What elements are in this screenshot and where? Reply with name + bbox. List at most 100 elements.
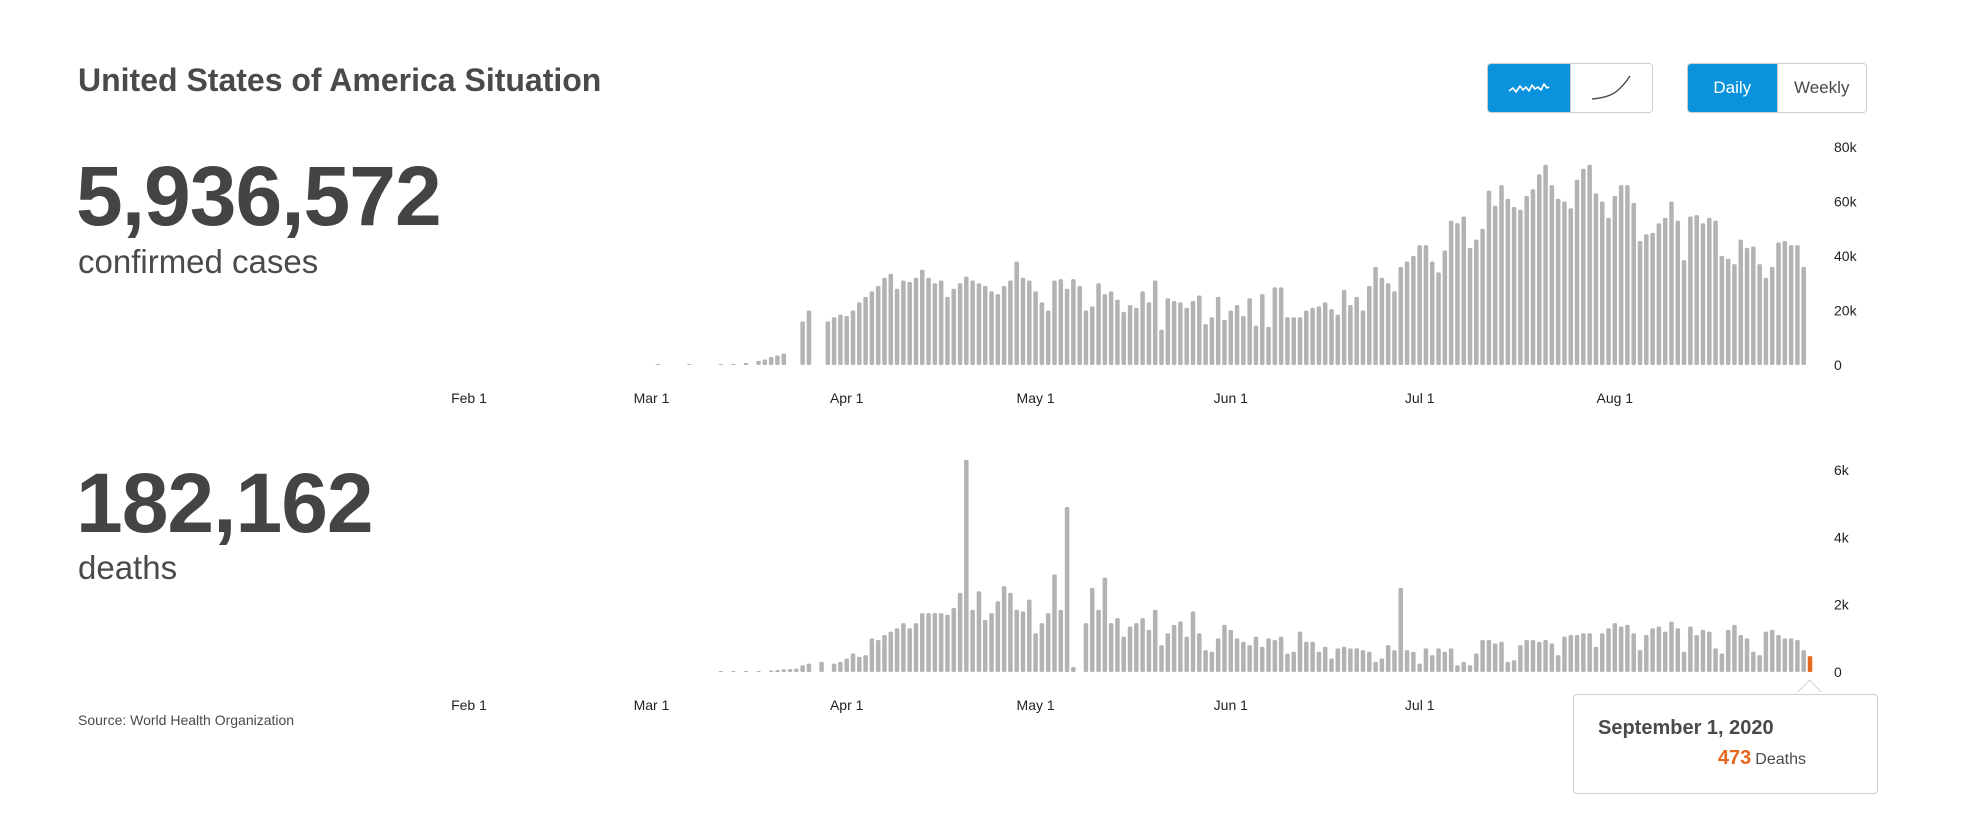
deaths-bar[interactable] xyxy=(1171,624,1177,672)
confirmed-cases-bar[interactable] xyxy=(1367,285,1372,365)
confirmed-cases-bar[interactable] xyxy=(1486,190,1492,365)
deaths-bar[interactable] xyxy=(932,613,938,672)
confirmed-cases-bar[interactable] xyxy=(743,362,749,365)
confirmed-cases-bar[interactable] xyxy=(1562,201,1567,366)
deaths-bar[interactable] xyxy=(1537,641,1542,672)
deaths-bar[interactable] xyxy=(1549,643,1555,672)
deaths-bar[interactable] xyxy=(1285,653,1290,672)
confirmed-cases-bar[interactable] xyxy=(1316,306,1322,365)
deaths-bar[interactable] xyxy=(920,613,925,672)
deaths-bar[interactable] xyxy=(1071,666,1076,672)
confirmed-cases-bar[interactable] xyxy=(1681,260,1687,365)
deaths-bar[interactable] xyxy=(844,658,849,672)
confirmed-cases-bar[interactable] xyxy=(718,364,724,365)
confirmed-cases-bar[interactable] xyxy=(1341,290,1347,365)
confirmed-cases-bar[interactable] xyxy=(1335,314,1341,365)
confirmed-cases-bar[interactable] xyxy=(1165,298,1171,365)
confirmed-cases-bar[interactable] xyxy=(1537,174,1542,365)
confirmed-cases-bar[interactable] xyxy=(1688,216,1693,365)
deaths-bar[interactable] xyxy=(1373,661,1378,672)
confirmed-cases-bar[interactable] xyxy=(1285,317,1290,365)
deaths-bar[interactable] xyxy=(1656,626,1662,672)
deaths-bar[interactable] xyxy=(1448,648,1454,672)
confirmed-cases-bar[interactable] xyxy=(1631,202,1636,365)
confirmed-cases-bar[interactable] xyxy=(1008,280,1013,365)
deaths-bar[interactable] xyxy=(1222,624,1227,672)
confirmed-cases-bar[interactable] xyxy=(957,283,963,365)
deaths-bar[interactable] xyxy=(1442,651,1448,672)
deaths-bar[interactable] xyxy=(775,669,780,672)
deaths-bar[interactable] xyxy=(869,638,875,672)
cumulative-curve-button[interactable] xyxy=(1569,64,1652,112)
deaths-bar[interactable] xyxy=(1367,651,1372,672)
deaths-bar[interactable] xyxy=(1190,611,1196,672)
confirmed-cases-bar[interactable] xyxy=(1719,256,1725,365)
deaths-bar[interactable] xyxy=(1763,631,1769,672)
deaths-bar[interactable] xyxy=(787,668,793,672)
confirmed-cases-bar[interactable] xyxy=(926,277,931,365)
deaths-bar[interactable] xyxy=(1014,609,1019,672)
deaths-bar[interactable] xyxy=(957,592,963,672)
deaths-bar[interactable] xyxy=(1108,623,1114,672)
confirmed-cases-bar[interactable] xyxy=(1625,185,1630,365)
deaths-bar[interactable] xyxy=(888,631,894,672)
deaths-bar[interactable] xyxy=(1291,651,1296,672)
deaths-bar[interactable] xyxy=(1020,611,1026,672)
confirmed-cases-bar[interactable] xyxy=(1089,306,1095,365)
deaths-bar[interactable] xyxy=(1688,626,1693,672)
deaths-bar[interactable] xyxy=(1694,634,1699,672)
deaths-bar[interactable] xyxy=(1719,653,1725,672)
confirmed-cases-bar[interactable] xyxy=(1751,246,1756,365)
confirmed-cases-bar[interactable] xyxy=(995,294,1001,365)
confirmed-cases-bar[interactable] xyxy=(1606,217,1611,365)
deaths-bar[interactable] xyxy=(1379,658,1385,672)
confirmed-cases-bar[interactable] xyxy=(1310,307,1315,365)
deaths-bar[interactable] xyxy=(1662,631,1668,672)
confirmed-cases-bar[interactable] xyxy=(938,280,944,365)
confirmed-cases-bar[interactable] xyxy=(970,280,975,365)
confirmed-cases-bar[interactable] xyxy=(1222,320,1227,365)
confirmed-cases-bar[interactable] xyxy=(1140,291,1145,365)
confirmed-cases-bar[interactable] xyxy=(1379,277,1385,365)
deaths-bar[interactable] xyxy=(995,601,1001,672)
confirmed-cases-bar[interactable] xyxy=(1417,245,1422,365)
deaths-bar[interactable] xyxy=(1675,628,1681,672)
confirmed-cases-bar[interactable] xyxy=(1675,220,1681,365)
deaths-bar[interactable] xyxy=(1146,629,1152,672)
confirmed-cases-bar[interactable] xyxy=(1071,279,1076,365)
deaths-bar[interactable] xyxy=(1027,599,1032,672)
confirmed-cases-bar[interactable] xyxy=(1197,295,1202,365)
confirmed-cases-bar[interactable] xyxy=(1178,302,1183,365)
confirmed-cases-bar[interactable] xyxy=(838,314,843,365)
confirmed-cases-bar[interactable] xyxy=(1215,296,1221,366)
deaths-bar[interactable] xyxy=(794,668,799,672)
deaths-bar[interactable] xyxy=(1165,633,1171,672)
confirmed-cases-bar[interactable] xyxy=(982,285,988,365)
deaths-bar[interactable] xyxy=(1058,609,1064,672)
confirmed-cases-bar[interactable] xyxy=(844,315,849,365)
deaths-bar[interactable] xyxy=(1045,613,1051,672)
deaths-bar[interactable] xyxy=(1121,636,1126,672)
confirmed-cases-bar[interactable] xyxy=(1738,239,1744,365)
confirmed-cases-bar[interactable] xyxy=(1266,326,1271,365)
confirmed-cases-bar[interactable] xyxy=(1461,216,1466,365)
deaths-bar[interactable] xyxy=(756,670,761,672)
deaths-bar[interactable] xyxy=(1732,624,1737,672)
deaths-bar[interactable] xyxy=(1329,658,1334,672)
confirmed-cases-bar[interactable] xyxy=(1637,241,1643,365)
confirmed-cases-bar[interactable] xyxy=(1442,250,1448,365)
deaths-bar[interactable] xyxy=(1052,574,1057,672)
confirmed-cases-bar[interactable] xyxy=(913,277,919,365)
deaths-bar[interactable] xyxy=(1341,646,1347,672)
deaths-bar[interactable] xyxy=(1417,663,1422,672)
deaths-bar[interactable] xyxy=(894,628,900,672)
confirmed-cases-bar[interactable] xyxy=(1077,285,1082,365)
confirmed-cases-bar[interactable] xyxy=(1700,223,1706,365)
confirmed-cases-bar[interactable] xyxy=(1033,291,1038,365)
deaths-bar[interactable] xyxy=(1631,633,1636,672)
confirmed-cases-bar[interactable] xyxy=(1127,305,1133,365)
deaths-bar[interactable] xyxy=(863,655,868,672)
confirmed-cases-bar[interactable] xyxy=(1241,315,1246,365)
confirmed-cases-bar[interactable] xyxy=(894,288,900,365)
deaths-bar[interactable] xyxy=(1795,640,1800,672)
